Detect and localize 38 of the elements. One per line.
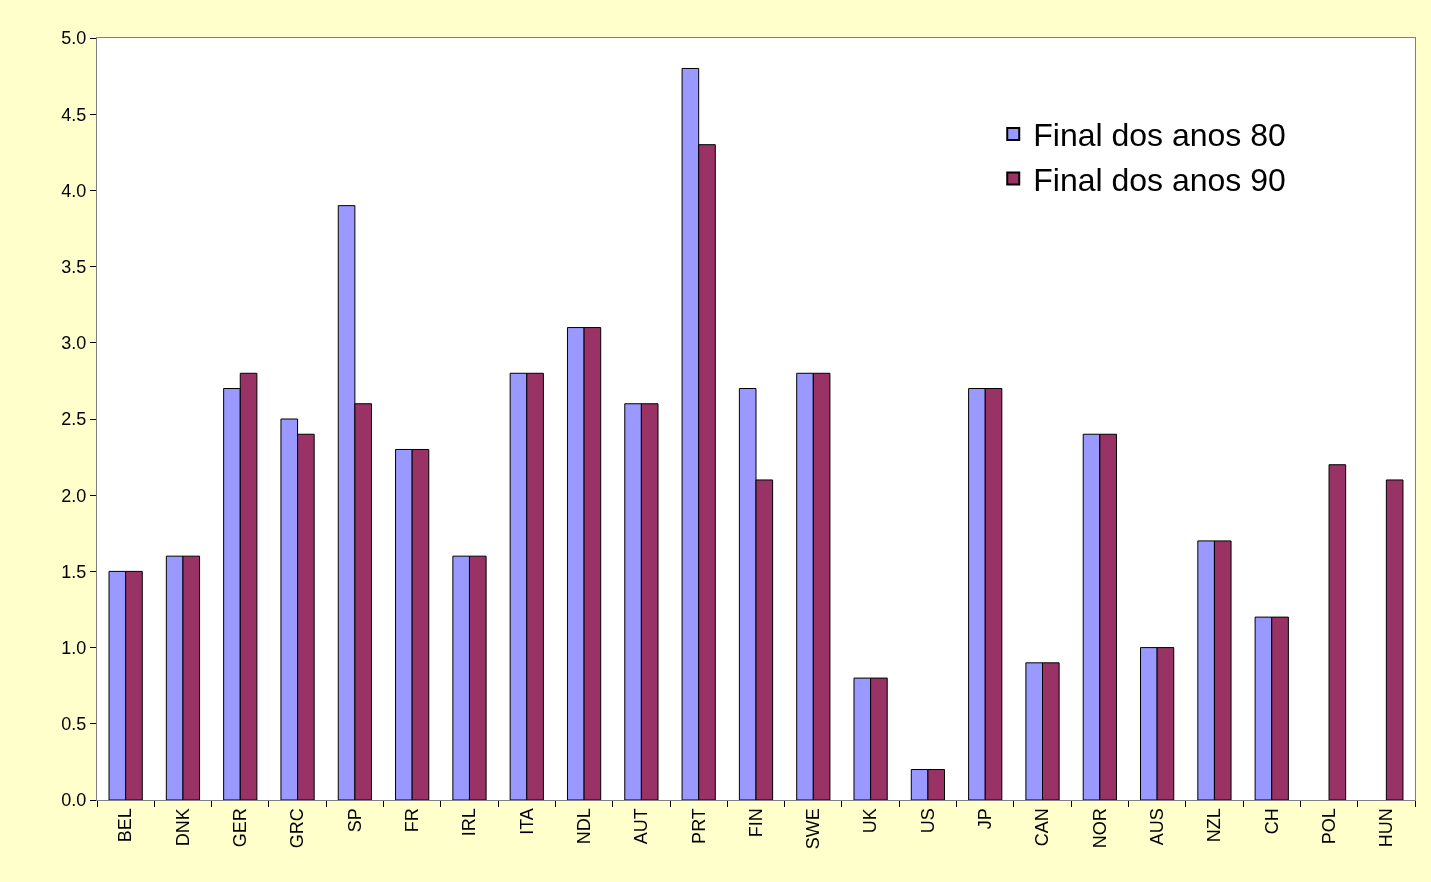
bar bbox=[1328, 464, 1347, 800]
x-tick-label: AUT bbox=[631, 808, 652, 845]
x-tick-label: NZL bbox=[1204, 808, 1225, 843]
x-tick-label: NDL bbox=[573, 808, 594, 845]
y-tick-label: 3.0 bbox=[61, 333, 87, 354]
legend-label: Final dos anos 90 bbox=[1033, 161, 1286, 198]
x-tick-label: CAN bbox=[1032, 808, 1053, 847]
bar bbox=[1385, 479, 1404, 800]
y-tick-label: 0.5 bbox=[61, 714, 87, 735]
x-tick-label: JP bbox=[975, 808, 996, 830]
x-tick-label: IRL bbox=[459, 808, 480, 837]
x-tick-label: ITA bbox=[516, 808, 537, 835]
x-tick-label: AUS bbox=[1146, 808, 1167, 846]
y-tick-label: 5.0 bbox=[61, 28, 87, 49]
y-tick-label: 4.0 bbox=[61, 180, 87, 201]
x-tick-label: POL bbox=[1318, 808, 1339, 845]
x-tick-label: FIN bbox=[745, 808, 766, 838]
x-tick-label: NOR bbox=[1089, 808, 1110, 849]
y-tick-label: 1.5 bbox=[61, 561, 87, 582]
x-tick-label: CH bbox=[1261, 808, 1282, 835]
y-tick-label: 4.5 bbox=[61, 104, 87, 125]
x-tick-label: SP bbox=[344, 808, 365, 833]
y-tick-label: 2.0 bbox=[61, 485, 87, 506]
x-tick-label: UK bbox=[860, 808, 881, 834]
y-tick-label: 0.0 bbox=[61, 790, 87, 811]
x-tick-label: HUN bbox=[1376, 808, 1397, 848]
x-tick-label: US bbox=[917, 808, 938, 834]
y-tick-label: 2.5 bbox=[61, 409, 87, 430]
y-tick-label: 3.5 bbox=[61, 256, 87, 277]
x-tick-label: FR bbox=[402, 808, 423, 833]
x-tick-label: GER bbox=[230, 808, 251, 848]
legend-label: Final dos anos 80 bbox=[1033, 117, 1286, 154]
x-tick-label: SWE bbox=[803, 808, 824, 850]
y-tick-label: 1.0 bbox=[61, 637, 87, 658]
x-tick-label: GRC bbox=[287, 808, 308, 849]
x-tick-label: BEL bbox=[115, 808, 136, 843]
x-tick-label: DNK bbox=[172, 808, 193, 847]
x-tick-label: PRT bbox=[688, 808, 709, 844]
